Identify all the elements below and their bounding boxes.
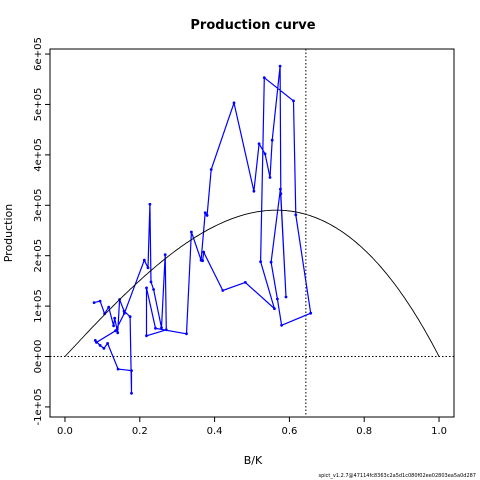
plot-area xyxy=(50,49,454,417)
y-tick-label: -1e+05 xyxy=(33,388,44,425)
data-point xyxy=(221,289,225,292)
y-axis-label: Production xyxy=(2,204,15,263)
y-tick-label: 6e+05 xyxy=(33,37,44,71)
data-point xyxy=(145,286,148,290)
data-point xyxy=(209,168,213,171)
data-point xyxy=(107,305,111,309)
x-tick-label: 0.8 xyxy=(356,426,372,437)
data-point xyxy=(122,309,126,313)
data-point xyxy=(116,367,120,371)
data-point xyxy=(284,295,288,299)
data-point xyxy=(128,315,132,319)
footer-version: spict_v1.2.7@47114fc8363c2a5d1c080f02ee0… xyxy=(319,473,477,479)
data-point xyxy=(164,328,168,332)
y-axis: -1e+05 0e+00 1e+05 2e+05 3e+05 4e+05 5e+05 6e+0… xyxy=(33,37,50,426)
data-point xyxy=(309,311,313,315)
production-curve xyxy=(64,209,440,357)
data-point xyxy=(160,326,163,330)
x-tick-label: 0.6 xyxy=(281,426,297,437)
data-point xyxy=(185,332,188,336)
data-point xyxy=(92,301,96,304)
data-point xyxy=(163,253,167,257)
data-point xyxy=(262,76,266,80)
data-point xyxy=(268,176,272,179)
data-point xyxy=(205,214,209,217)
chart-title: Production curve xyxy=(190,18,315,33)
data-point xyxy=(273,307,276,310)
data-point xyxy=(146,266,150,270)
data-point xyxy=(116,331,120,335)
data-point xyxy=(145,334,148,338)
y-tick-label: 4e+05 xyxy=(33,138,44,172)
data-point xyxy=(98,299,102,303)
data-point xyxy=(152,288,156,291)
x-tick-label: 0.0 xyxy=(57,426,73,437)
x-axis: 0.0 0.2 0.4 0.6 0.8 1.0 xyxy=(57,417,447,437)
data-point xyxy=(278,64,282,68)
x-tick-label: 0.2 xyxy=(132,426,148,437)
y-tick-label: 3e+05 xyxy=(33,188,44,222)
data-point xyxy=(149,280,153,284)
observed-production-line xyxy=(93,66,312,394)
data-point xyxy=(154,326,157,330)
data-point xyxy=(142,258,146,262)
data-point xyxy=(269,260,273,264)
x-tick-label: 1.0 xyxy=(431,426,447,437)
data-point xyxy=(232,101,236,105)
data-point xyxy=(292,99,295,103)
data-point xyxy=(243,281,247,284)
data-point xyxy=(123,311,126,315)
y-tick-label: 0e+00 xyxy=(33,340,44,374)
data-point xyxy=(252,189,256,193)
data-point xyxy=(257,142,261,146)
data-point xyxy=(148,202,152,206)
plot-frame xyxy=(49,48,455,418)
data-point xyxy=(276,297,279,301)
data-point xyxy=(259,260,262,264)
x-axis-label: B/K xyxy=(244,454,263,467)
data-point xyxy=(203,211,207,215)
y-tick-label: 5e+05 xyxy=(33,88,44,122)
data-point xyxy=(98,344,102,347)
data-point xyxy=(294,213,298,217)
data-point xyxy=(270,138,274,142)
data-point xyxy=(102,347,106,350)
data-point xyxy=(112,324,115,328)
data-point xyxy=(280,323,283,327)
data-point xyxy=(113,316,117,320)
data-point xyxy=(202,250,206,254)
data-point xyxy=(106,342,109,345)
x-tick-label: 0.4 xyxy=(207,426,223,437)
data-point xyxy=(130,391,133,395)
data-point xyxy=(95,341,98,344)
data-point xyxy=(114,329,117,333)
data-point xyxy=(201,259,205,263)
y-tick-label: 2e+05 xyxy=(33,239,44,273)
data-point xyxy=(130,369,133,372)
y-tick-label: 1e+05 xyxy=(33,289,44,323)
data-point xyxy=(279,192,283,196)
data-point xyxy=(279,187,282,191)
data-point xyxy=(190,230,193,234)
data-point xyxy=(263,152,267,156)
